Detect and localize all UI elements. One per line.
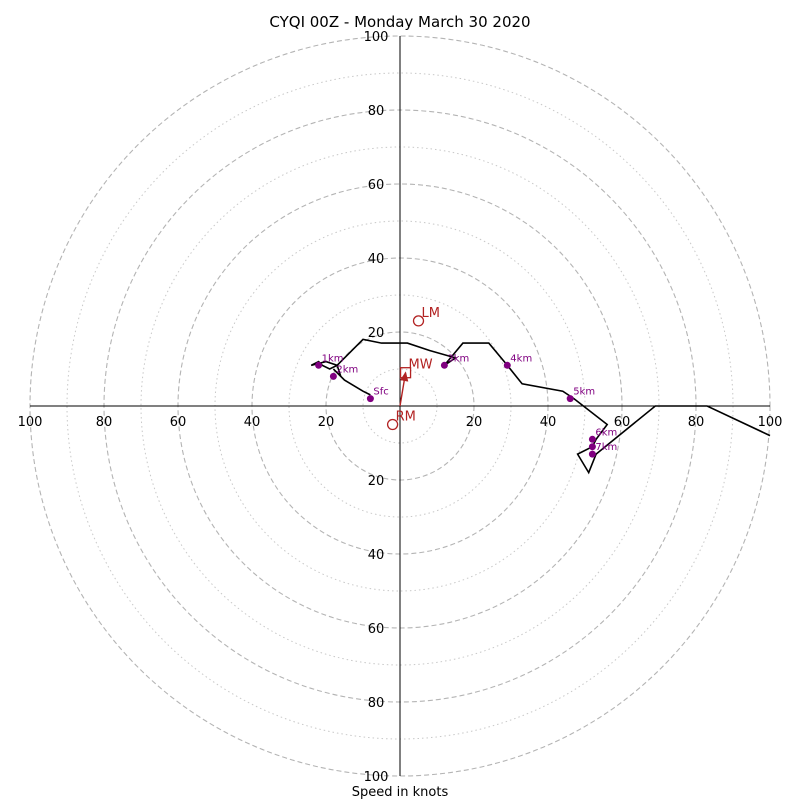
height-label-5km: 5km [573,387,595,398]
height-label-Sfc: Sfc [373,387,388,398]
height-label-7km: 7km [595,442,617,453]
height-marker-Sfc [366,395,374,403]
tick-label-east-20: 20 [466,415,483,430]
height-label-4km: 4km [510,353,532,364]
storm-motion-points: LM MW RM [386,306,440,431]
storm-label-rm: RM [396,410,416,425]
hodograph-trace-layer [310,338,771,475]
storm-point-rm [386,418,399,431]
height-label-6km: 6km [595,427,617,438]
height-marker-2km [329,372,337,380]
tick-label-north-40: 40 [368,252,385,267]
height-marker-4km [503,361,511,369]
tick-label-east-80: 80 [688,415,705,430]
height-label-1km: 1km [322,353,344,364]
tick-labels: 20 20 20 20 40 40 40 40 60 60 60 60 80 80 80 80 100 100 10… [18,30,783,785]
tick-label-south-100: 100 [364,770,389,785]
tick-label-east-100: 100 [758,415,783,430]
height-marker-6km [588,435,596,443]
tick-label-west-100: 100 [18,415,43,430]
tick-label-east-40: 40 [540,415,557,430]
tick-label-south-20: 20 [368,474,385,489]
tick-label-south-40: 40 [368,548,385,563]
tick-label-west-20: 20 [318,415,335,430]
hodograph-trace [310,338,771,475]
chart-title: CYQI 00Z - Monday March 30 2020 [269,13,530,31]
tick-label-east-60: 60 [614,415,631,430]
height-marker-1km [315,361,323,369]
height-label-3km: 3km [447,353,469,364]
tick-label-south-80: 80 [368,696,385,711]
tick-label-north-80: 80 [368,104,385,119]
tick-label-west-80: 80 [96,415,113,430]
height-marker-3km [440,361,448,369]
storm-point-lm [412,315,425,327]
storm-point-mw [399,367,412,379]
tick-label-west-60: 60 [170,415,187,430]
tick-label-south-60: 60 [368,622,385,637]
tick-label-north-60: 60 [368,178,385,193]
storm-label-mw: MW [409,358,433,373]
storm-label-lm: LM [422,306,440,321]
x-axis-label: Speed in knots [352,785,449,800]
tick-label-north-100: 100 [364,30,389,45]
height-marker-5km [566,395,574,403]
height-marker-7km [588,450,596,458]
tick-label-north-20: 20 [368,326,385,341]
height-marker-point-7 [588,443,596,451]
height-label-2km: 2km [336,364,358,375]
tick-label-west-40: 40 [244,415,261,430]
